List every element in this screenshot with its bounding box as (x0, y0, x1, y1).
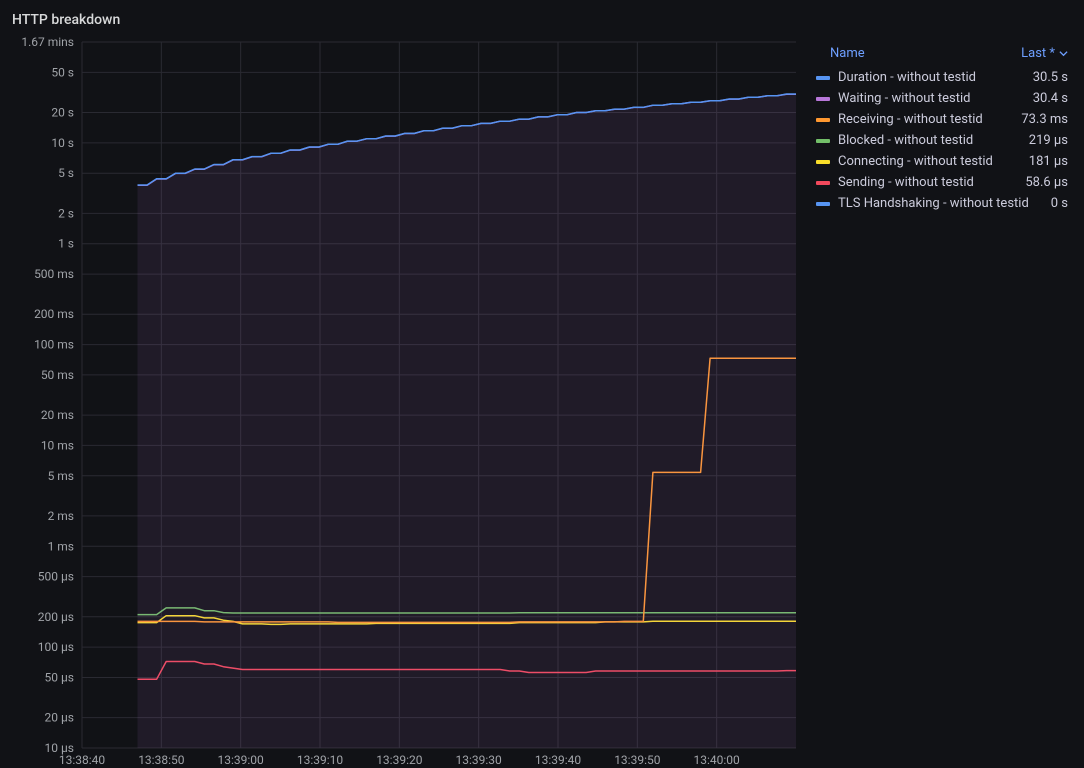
chart-svg: 1.67 mins 50 s 20 s 10 s 5 s 2 s 1 s 500 ms 200 … (10, 36, 800, 766)
svg-text:20 s: 20 s (51, 105, 74, 119)
legend-swatch (816, 160, 830, 164)
svg-text:10 s: 10 s (51, 136, 74, 150)
svg-text:20 ms: 20 ms (41, 408, 74, 422)
svg-text:13:40:00: 13:40:00 (694, 753, 741, 766)
svg-text:13:38:40: 13:38:40 (59, 753, 106, 766)
legend-col-value[interactable]: Last * (1021, 46, 1068, 61)
svg-text:13:39:00: 13:39:00 (218, 753, 265, 766)
legend-label: Connecting - without testid (838, 154, 993, 169)
svg-text:13:39:50: 13:39:50 (614, 753, 661, 766)
chevron-down-icon (1059, 49, 1068, 58)
legend-item[interactable]: Sending - without testid 58.6 μs (812, 172, 1074, 193)
svg-text:500 ms: 500 ms (34, 267, 74, 281)
legend-value: 0 s (1051, 196, 1068, 211)
svg-text:100 ms: 100 ms (34, 338, 74, 352)
legend-value: 73.3 ms (1021, 112, 1068, 127)
panel-content: 1.67 mins 50 s 20 s 10 s 5 s 2 s 1 s 500 ms 200 … (10, 36, 1074, 758)
svg-text:5 s: 5 s (58, 166, 74, 180)
legend-item[interactable]: Blocked - without testid 219 μs (812, 130, 1074, 151)
legend-swatch (816, 97, 830, 101)
legend-item[interactable]: Connecting - without testid 181 μs (812, 151, 1074, 172)
legend-label: Receiving - without testid (838, 112, 983, 127)
legend-swatch (816, 139, 830, 143)
svg-text:13:38:50: 13:38:50 (138, 753, 185, 766)
svg-text:50 s: 50 s (51, 65, 74, 79)
svg-text:200 ms: 200 ms (34, 307, 74, 321)
legend: Name Last * Duration - without testid 30.… (800, 36, 1074, 758)
svg-text:500 μs: 500 μs (38, 570, 74, 584)
legend-item[interactable]: Waiting - without testid 30.4 s (812, 88, 1074, 109)
legend-label: Duration - without testid (838, 70, 976, 85)
legend-value: 30.4 s (1033, 91, 1068, 106)
legend-item[interactable]: Receiving - without testid 73.3 ms (812, 109, 1074, 130)
svg-text:13:39:40: 13:39:40 (535, 753, 582, 766)
svg-text:1 s: 1 s (58, 237, 74, 251)
legend-label: Sending - without testid (838, 175, 974, 190)
svg-text:13:39:10: 13:39:10 (297, 753, 344, 766)
legend-swatch (816, 181, 830, 185)
legend-label: Waiting - without testid (838, 91, 971, 106)
legend-swatch (816, 202, 830, 206)
legend-label: Blocked - without testid (838, 133, 973, 148)
svg-text:200 μs: 200 μs (38, 610, 74, 624)
legend-label: TLS Handshaking - without testid (838, 196, 1029, 211)
legend-header[interactable]: Name Last * (812, 42, 1074, 67)
chart-area[interactable]: 1.67 mins 50 s 20 s 10 s 5 s 2 s 1 s 500 ms 200 … (10, 36, 800, 766)
svg-text:100 μs: 100 μs (38, 640, 74, 654)
svg-text:13:39:20: 13:39:20 (376, 753, 423, 766)
svg-text:10 ms: 10 ms (41, 438, 74, 452)
legend-col-name[interactable]: Name (830, 46, 865, 61)
legend-item[interactable]: Duration - without testid 30.5 s (812, 67, 1074, 88)
svg-text:50 μs: 50 μs (45, 671, 74, 685)
legend-value: 181 μs (1029, 154, 1068, 169)
legend-item[interactable]: TLS Handshaking - without testid 0 s (812, 193, 1074, 214)
legend-swatch (816, 118, 830, 122)
legend-swatch (816, 76, 830, 80)
legend-value: 30.5 s (1033, 70, 1068, 85)
svg-text:13:39:30: 13:39:30 (456, 753, 503, 766)
svg-text:20 μs: 20 μs (45, 711, 74, 725)
svg-text:50 ms: 50 ms (41, 368, 74, 382)
panel-title: HTTP breakdown (10, 8, 1074, 36)
legend-value: 58.6 μs (1025, 175, 1068, 190)
http-breakdown-panel: HTTP breakdown 1.67 mins 50 s 20 s 10 s 5 s 2… (0, 0, 1084, 768)
svg-text:1 ms: 1 ms (48, 539, 74, 553)
legend-items: Duration - without testid 30.5 s Waiting -… (812, 67, 1074, 214)
svg-text:2 ms: 2 ms (48, 509, 74, 523)
svg-text:2 s: 2 s (58, 206, 74, 220)
svg-text:5 ms: 5 ms (48, 469, 74, 483)
legend-value: 219 μs (1029, 133, 1068, 148)
svg-text:1.67 mins: 1.67 mins (21, 36, 74, 49)
